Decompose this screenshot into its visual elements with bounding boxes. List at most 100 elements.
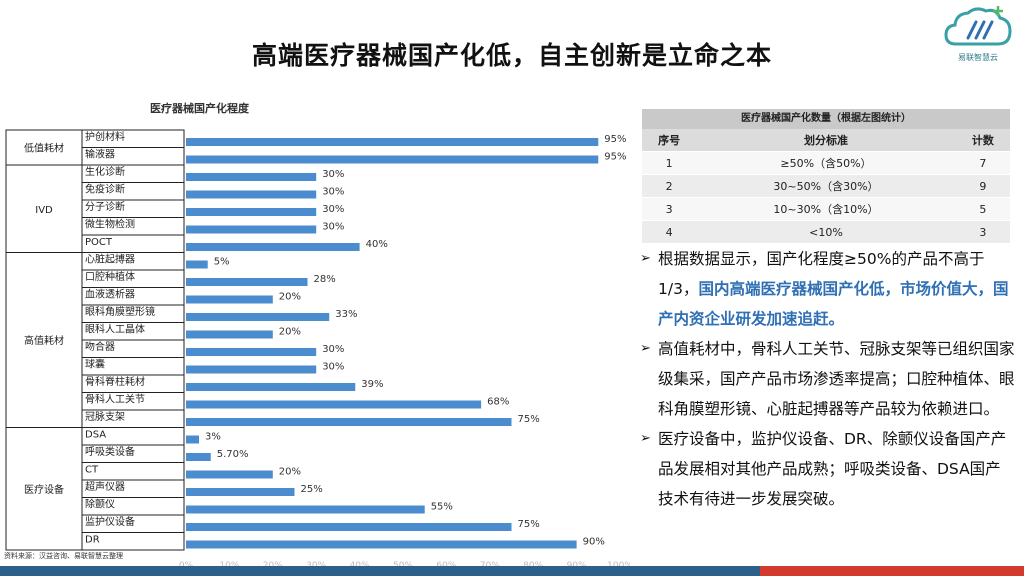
- logo-text: 易联智慧云: [958, 53, 998, 62]
- value-label: 33%: [335, 309, 357, 320]
- brand-logo: 易联智慧云: [940, 2, 1016, 66]
- bar: [186, 190, 317, 199]
- table-cell: 7: [955, 151, 1010, 175]
- table-header-row: 序号 划分标准 计数: [642, 129, 1010, 152]
- arrow-bullet-icon: ➢: [640, 431, 651, 446]
- category-label: DSA: [85, 430, 106, 441]
- value-label: 20%: [279, 292, 301, 303]
- table-row: 2 30~50%（含30%） 9: [642, 174, 1010, 198]
- value-label: 28%: [314, 274, 336, 285]
- table-cell: <10%: [696, 220, 956, 244]
- bullet-item: ➢ 高值耗材中，骨科人工关节、冠脉支架等已组织国家级集采，国产产品市场渗透率提高…: [638, 334, 1016, 424]
- table-cell: 30~50%（含30%）: [696, 174, 956, 198]
- value-label: 30%: [322, 222, 344, 233]
- value-label: 90%: [583, 537, 605, 548]
- bar: [186, 453, 211, 461]
- bullet-text: 医疗设备中，监护仪设备、DR、除颤仪设备国产产品发展相对其他产品成熟；呼吸类设备…: [658, 430, 1007, 508]
- bar: [186, 225, 317, 234]
- bar: [186, 173, 317, 181]
- table-cell: 3: [642, 197, 697, 221]
- value-label: 30%: [322, 169, 344, 180]
- group-label: IVD: [35, 205, 53, 216]
- bar: [186, 330, 273, 339]
- table-cell: 10~30%（含10%）: [696, 197, 956, 221]
- category-label: POCT: [85, 237, 113, 248]
- chart-title: 医疗器械国产化程度: [150, 102, 249, 115]
- category-label: 微生物检测: [85, 218, 135, 231]
- source-note: 资料来源：汉益咨询、易联智慧云整理: [4, 552, 123, 560]
- category-label: 超声仪器: [85, 480, 125, 493]
- col-header-count: 计数: [955, 129, 1010, 152]
- table-cell: 5: [955, 197, 1010, 221]
- category-label: 监护仪设备: [85, 515, 135, 528]
- value-label: 95%: [604, 152, 626, 163]
- bar: [186, 208, 317, 216]
- bar: [186, 138, 599, 146]
- table-cell: ≥50%（含50%）: [696, 151, 956, 175]
- value-label: 20%: [279, 467, 301, 478]
- category-label: 心脏起搏器: [85, 253, 135, 266]
- category-label: 球囊: [85, 358, 105, 371]
- value-label: 68%: [487, 397, 509, 408]
- bar: [186, 435, 200, 444]
- category-label: 骨科脊柱耗材: [85, 375, 145, 388]
- value-label: 25%: [301, 484, 323, 495]
- bar: [186, 155, 599, 164]
- bar: [186, 523, 512, 531]
- table-cell: 2: [642, 174, 697, 198]
- bullet-list: ➢ 根据数据显示，国产化程度≥50%的产品不高于1/3，国内高端医疗器械国产化低…: [638, 244, 1016, 514]
- value-label: 95%: [604, 134, 626, 145]
- bar: [186, 348, 317, 356]
- arrow-bullet-icon: ➢: [640, 341, 651, 356]
- category-label: 骨科人工关节: [85, 393, 145, 406]
- col-header-index: 序号: [642, 129, 697, 152]
- category-label: CT: [85, 465, 99, 476]
- category-label: 呼吸类设备: [85, 445, 135, 458]
- table-row: 1 ≥50%（含50%） 7: [642, 151, 1010, 175]
- table-cell: 1: [642, 151, 697, 175]
- category-label: 分子诊断: [85, 200, 125, 213]
- category-label: 冠脉支架: [85, 410, 125, 423]
- col-header-criteria: 划分标准: [696, 129, 956, 152]
- bar: [186, 243, 360, 251]
- category-label: 眼科人工晶体: [85, 323, 145, 336]
- bar: [186, 383, 356, 391]
- value-label: 30%: [322, 204, 344, 215]
- stats-table: 医疗器械国产化数量（根据左图统计） 序号 划分标准 计数 1 ≥50%（含50%…: [642, 109, 1010, 244]
- arrow-bullet-icon: ➢: [640, 251, 651, 266]
- group-label: 低值耗材: [24, 142, 64, 155]
- value-label: 40%: [366, 239, 388, 250]
- bar: [186, 418, 512, 426]
- table-caption: 医疗器械国产化数量（根据左图统计）: [642, 109, 1010, 129]
- value-label: 30%: [322, 187, 344, 198]
- bar-chart: 低值耗材 护创材料 95% 输液器 95% IVD 生化诊断 30% 免疫诊断 30% 分子诊断 30…: [5, 129, 630, 571]
- category-label: DR: [85, 535, 100, 546]
- footer-bar-red: [760, 566, 1024, 576]
- table-row: 3 10~30%（含10%） 5: [642, 197, 1010, 221]
- bullet-item: ➢ 根据数据显示，国产化程度≥50%的产品不高于1/3，国内高端医疗器械国产化低…: [638, 244, 1016, 334]
- bullet-item: ➢ 医疗设备中，监护仪设备、DR、除颤仪设备国产产品发展相对其他产品成熟；呼吸类…: [638, 424, 1016, 514]
- bar: [186, 505, 425, 514]
- category-label: 生化诊断: [85, 165, 125, 178]
- category-label: 血液透析器: [85, 288, 135, 301]
- value-label: 30%: [322, 362, 344, 373]
- footer-bar-blue: [0, 566, 760, 576]
- bar: [186, 278, 308, 286]
- group-label: 高值耗材: [24, 334, 64, 347]
- bar: [186, 295, 273, 304]
- value-label: 55%: [431, 502, 453, 513]
- category-label: 眼科角膜塑形镜: [85, 305, 155, 318]
- category-label: 输液器: [85, 148, 115, 161]
- table-cell: 9: [955, 174, 1010, 198]
- category-label: 吻合器: [85, 340, 115, 353]
- value-label: 30%: [322, 344, 344, 355]
- footer-bar: [0, 566, 1024, 576]
- bar: [186, 313, 330, 321]
- bar: [186, 260, 208, 269]
- bar: [186, 365, 317, 374]
- bar: [186, 400, 482, 409]
- bullet-highlight: 国内高端医疗器械国产化低，市场价值大，国产内资企业研发加速追赶。: [658, 280, 1009, 328]
- value-label: 5.70%: [217, 449, 249, 460]
- category-label: 护创材料: [85, 130, 125, 143]
- value-label: 5%: [214, 257, 230, 268]
